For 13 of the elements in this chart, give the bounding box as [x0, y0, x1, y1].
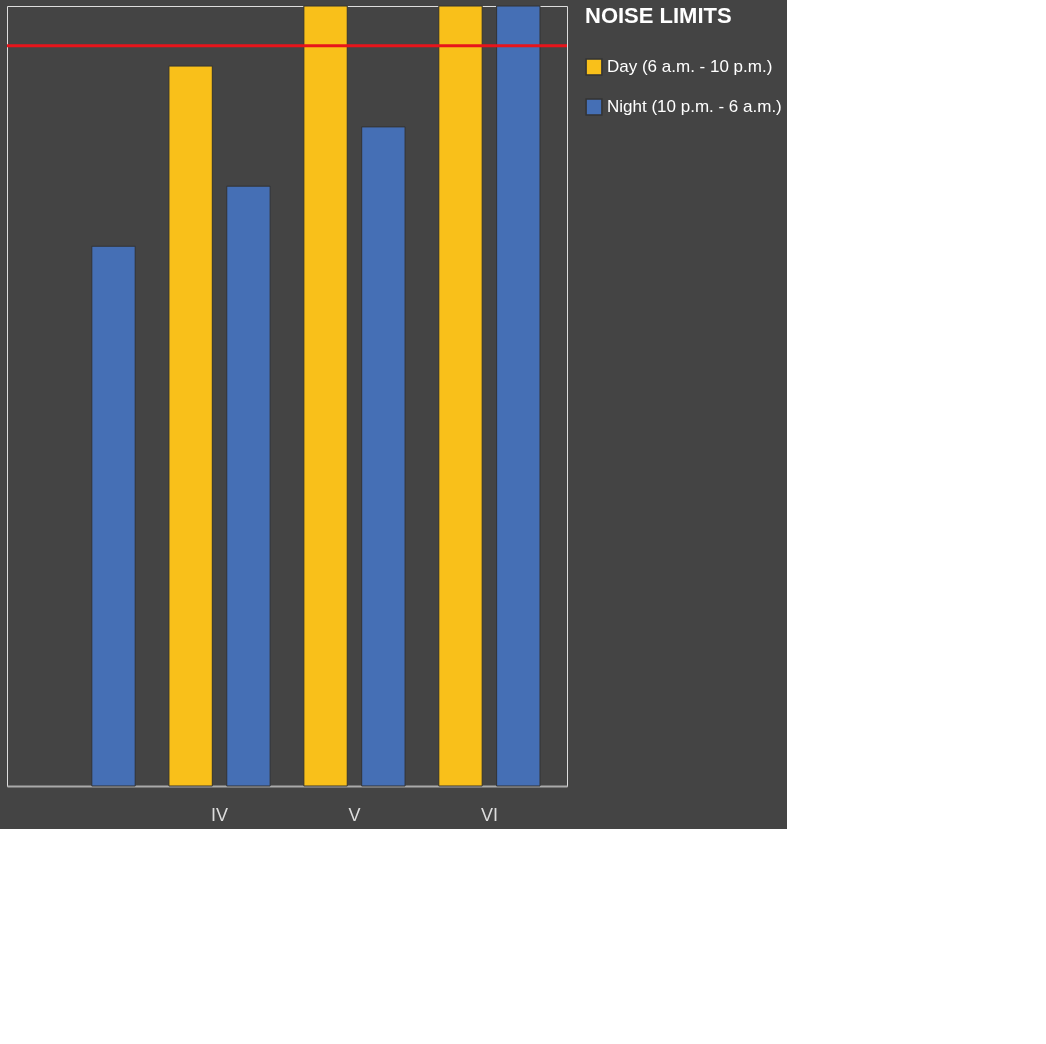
- bar: [91, 245, 136, 787]
- legend-label: Day (6 a.m. - 10 p.m.): [607, 57, 773, 76]
- legend-title: NOISE LIMITS: [585, 3, 732, 28]
- x-tick-label: V: [348, 804, 361, 825]
- bar: [361, 126, 406, 787]
- bar: [226, 185, 271, 787]
- x-tick-label: VI: [480, 804, 498, 825]
- bar: [496, 5, 541, 787]
- bar: [438, 5, 483, 787]
- legend-label: Night (10 p.m. - 6 a.m.): [607, 97, 782, 116]
- bar: [303, 5, 348, 787]
- bar: [168, 65, 213, 787]
- x-tick-label: IV: [211, 804, 229, 825]
